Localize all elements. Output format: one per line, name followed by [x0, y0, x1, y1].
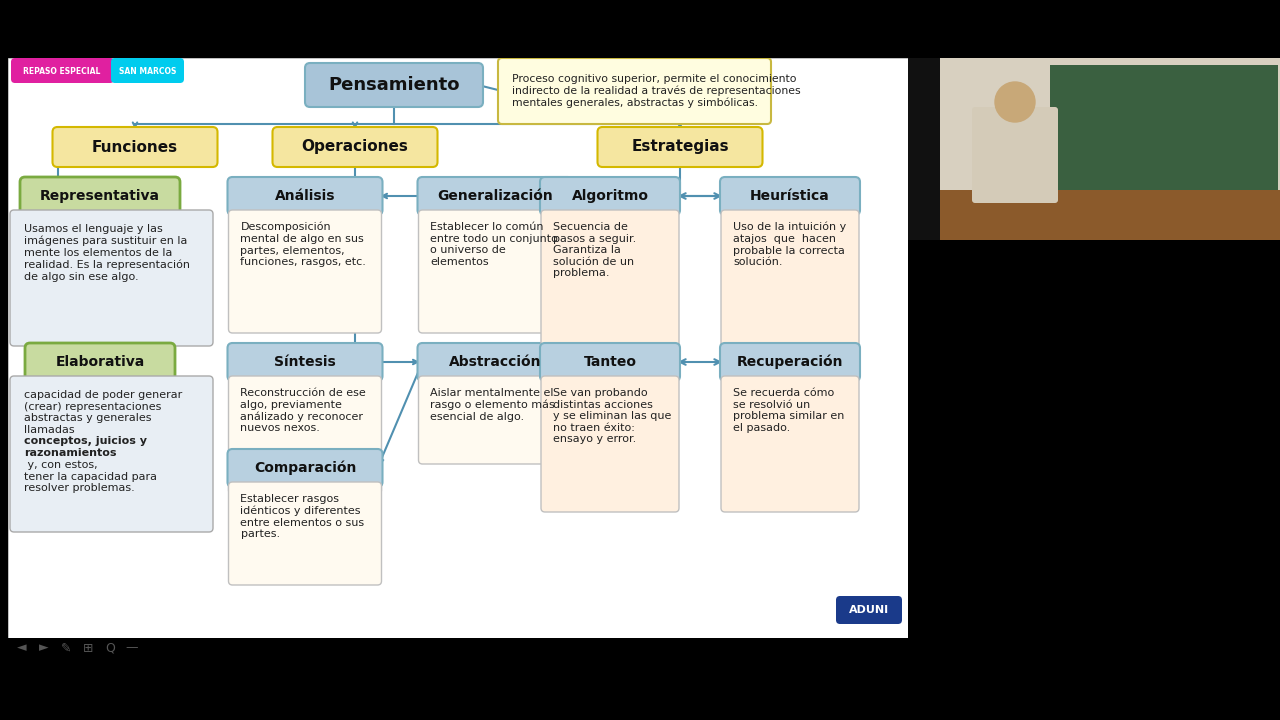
- FancyBboxPatch shape: [540, 177, 680, 215]
- Circle shape: [995, 82, 1036, 122]
- Text: Análisis: Análisis: [275, 189, 335, 203]
- Text: Q: Q: [105, 642, 115, 654]
- Text: Usamos el lenguaje y las
imágenes para sustituir en la
mente los elementos de la: Usamos el lenguaje y las imágenes para s…: [24, 224, 189, 282]
- FancyBboxPatch shape: [719, 343, 860, 381]
- Text: Secuencia de
pasos a seguir.
Garantiza la
solución de un
problema.: Secuencia de pasos a seguir. Garantiza l…: [553, 222, 636, 279]
- FancyBboxPatch shape: [721, 376, 859, 512]
- FancyBboxPatch shape: [228, 343, 383, 381]
- Text: Recuperación: Recuperación: [737, 355, 844, 369]
- Text: Operaciones: Operaciones: [302, 140, 408, 155]
- FancyBboxPatch shape: [540, 343, 680, 381]
- Text: ►: ►: [40, 642, 49, 654]
- Text: Síntesis: Síntesis: [274, 355, 335, 369]
- Text: ✎: ✎: [60, 642, 72, 654]
- Text: ADUNI: ADUNI: [849, 605, 890, 615]
- Text: Generalización: Generalización: [438, 189, 553, 203]
- Text: Reconstrucción de ese
algo, previamente
análizado y reconocer
nuevos nexos.: Reconstrucción de ese algo, previamente …: [241, 388, 366, 433]
- FancyBboxPatch shape: [0, 638, 1280, 720]
- FancyBboxPatch shape: [1050, 65, 1277, 235]
- FancyBboxPatch shape: [417, 343, 572, 381]
- Text: ◄: ◄: [17, 642, 27, 654]
- Text: Estrategias: Estrategias: [631, 140, 728, 155]
- Text: Funciones: Funciones: [92, 140, 178, 155]
- Text: Abstracción: Abstracción: [449, 355, 541, 369]
- FancyBboxPatch shape: [8, 58, 908, 640]
- FancyBboxPatch shape: [498, 58, 771, 124]
- FancyBboxPatch shape: [12, 58, 114, 83]
- Text: Algoritmo: Algoritmo: [571, 189, 649, 203]
- FancyBboxPatch shape: [940, 58, 1280, 240]
- FancyBboxPatch shape: [26, 343, 175, 381]
- FancyBboxPatch shape: [719, 177, 860, 215]
- Text: y, con estos,
tener la capacidad para
resolver problemas.: y, con estos, tener la capacidad para re…: [24, 460, 157, 493]
- Text: Se recuerda cómo
se resolvió un
problema similar en
el pasado.: Se recuerda cómo se resolvió un problema…: [733, 388, 845, 433]
- FancyBboxPatch shape: [598, 127, 763, 167]
- Text: REPASO ESPECIAL: REPASO ESPECIAL: [23, 66, 101, 76]
- FancyBboxPatch shape: [20, 177, 180, 215]
- FancyBboxPatch shape: [908, 240, 1280, 640]
- FancyBboxPatch shape: [229, 376, 381, 494]
- FancyBboxPatch shape: [273, 127, 438, 167]
- Text: Tanteo: Tanteo: [584, 355, 636, 369]
- FancyBboxPatch shape: [229, 210, 381, 333]
- Text: conceptos, juicios y
razonamientos: conceptos, juicios y razonamientos: [24, 436, 147, 458]
- Text: Establecer lo común
entre todo un conjunto
o universo de
elementos: Establecer lo común entre todo un conjun…: [430, 222, 558, 267]
- FancyBboxPatch shape: [721, 210, 859, 348]
- Text: Establecer rasgos
idénticos y diferentes
entre elementos o sus
partes.: Establecer rasgos idénticos y diferentes…: [241, 494, 365, 539]
- FancyBboxPatch shape: [541, 210, 678, 348]
- Text: Pensamiento: Pensamiento: [328, 76, 460, 94]
- Text: —: —: [125, 642, 138, 654]
- FancyBboxPatch shape: [228, 449, 383, 487]
- FancyBboxPatch shape: [419, 376, 571, 464]
- Text: Heurística: Heurística: [750, 189, 829, 203]
- FancyBboxPatch shape: [305, 63, 483, 107]
- FancyBboxPatch shape: [972, 107, 1059, 203]
- FancyBboxPatch shape: [229, 482, 381, 585]
- Text: SAN MARCOS: SAN MARCOS: [119, 66, 177, 76]
- Text: capacidad de poder generar
(crear) representaciones
abstractas y generales
llama: capacidad de poder generar (crear) repre…: [24, 390, 182, 435]
- FancyBboxPatch shape: [541, 376, 678, 512]
- FancyBboxPatch shape: [10, 210, 212, 346]
- FancyBboxPatch shape: [836, 596, 902, 624]
- Text: Comparación: Comparación: [253, 461, 356, 475]
- FancyBboxPatch shape: [228, 177, 383, 215]
- Text: Proceso cognitivo superior, permite el conocimiento
indirecto de la realidad a t: Proceso cognitivo superior, permite el c…: [512, 73, 800, 108]
- Text: Elaborativa: Elaborativa: [55, 355, 145, 369]
- Text: Aislar mentalmente el
rasgo o elemento más
esencial de algo.: Aislar mentalmente el rasgo o elemento m…: [430, 388, 556, 422]
- Text: Descomposición
mental de algo en sus
partes, elementos,
funciones, rasgos, etc.: Descomposición mental de algo en sus par…: [241, 222, 366, 267]
- FancyBboxPatch shape: [0, 0, 1280, 58]
- Text: Uso de la intuición y
atajos  que  hacen
probable la correcta
solución.: Uso de la intuición y atajos que hacen p…: [733, 222, 846, 267]
- FancyBboxPatch shape: [940, 190, 1280, 240]
- FancyBboxPatch shape: [10, 376, 212, 532]
- FancyBboxPatch shape: [52, 127, 218, 167]
- Text: ⊞: ⊞: [83, 642, 93, 654]
- FancyBboxPatch shape: [908, 0, 1280, 240]
- Text: Se van probando
distintas acciones
y se eliminan las que
no traen éxito:
ensayo : Se van probando distintas acciones y se …: [553, 388, 672, 444]
- FancyBboxPatch shape: [940, 58, 1280, 240]
- FancyBboxPatch shape: [111, 58, 184, 83]
- Text: Representativa: Representativa: [40, 189, 160, 203]
- FancyBboxPatch shape: [417, 177, 572, 215]
- FancyBboxPatch shape: [419, 210, 571, 333]
